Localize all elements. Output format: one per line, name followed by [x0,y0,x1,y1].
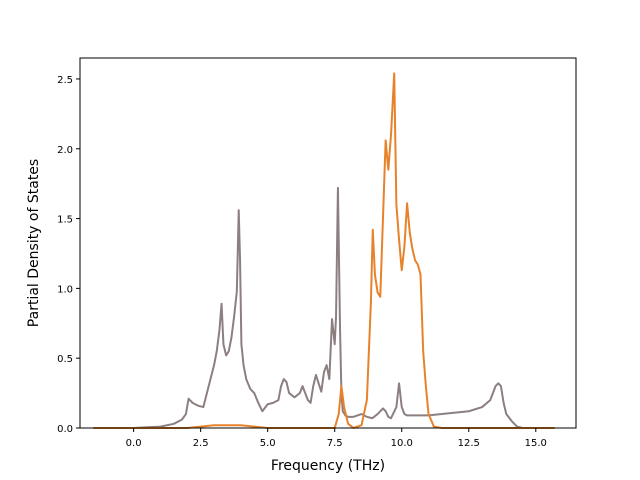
y-tick-label: 0.0 [57,424,73,435]
x-tick-label: 5.0 [260,438,276,449]
y-axis-ticks: 0.0 0.5 1.0 1.5 2.0 2.5 [57,75,80,435]
y-tick-label: 2.5 [57,75,73,86]
x-tick-label: 7.5 [327,438,343,449]
y-tick-label: 1.5 [57,215,73,226]
x-tick-label: 2.5 [193,438,209,449]
series-line-0 [93,186,555,429]
y-tick-label: 2.0 [57,145,73,156]
y-axis-label: Partial Density of States [26,159,42,327]
y-tick-label: 0.5 [57,354,73,365]
y-tick-label: 1.0 [57,284,73,295]
x-tick-label: 10.0 [391,438,413,449]
x-axis-ticks: 0.0 2.5 5.0 7.5 10.0 12.5 15.0 [126,428,547,449]
x-tick-label: 15.0 [525,438,547,449]
plot-frame [79,57,577,429]
plot-background [80,58,576,428]
x-axis-label: Frequency (THz) [271,458,385,474]
x-tick-label: 12.5 [458,438,480,449]
x-tick-label: 0.0 [126,438,142,449]
